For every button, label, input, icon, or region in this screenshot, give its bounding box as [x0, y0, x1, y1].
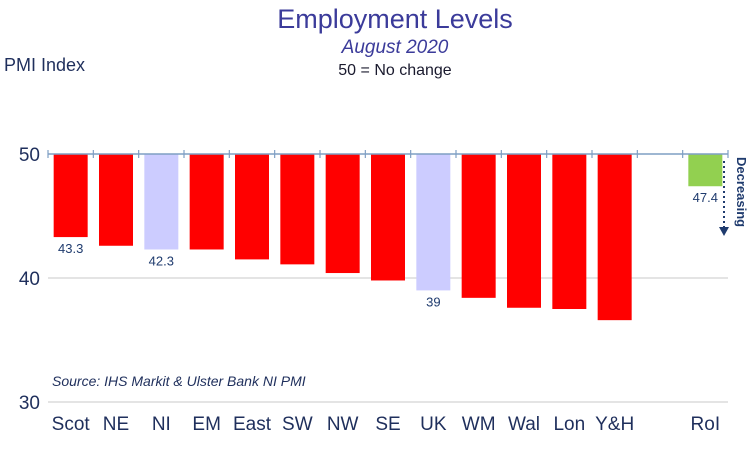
data-label: 42.3 [149, 253, 174, 268]
x-tick-label: RoI [691, 414, 721, 435]
data-label: 39 [426, 294, 440, 309]
bar [552, 154, 587, 309]
bar [371, 154, 405, 281]
chart-subtitle: August 2020 [341, 37, 449, 58]
bar [461, 154, 496, 298]
x-tick-label: Scot [52, 414, 91, 435]
bar [416, 154, 451, 291]
bar [189, 154, 224, 250]
bars [53, 154, 723, 321]
x-tick-label: NI [152, 414, 171, 435]
baseline-axis [47, 150, 729, 158]
bar [53, 154, 88, 238]
bar [507, 154, 541, 308]
x-tick-label: Wal [508, 414, 540, 435]
bar [235, 154, 269, 260]
y-tick-labels: 30 40 50 [19, 145, 40, 414]
chart-title: Employment Levels [277, 4, 513, 34]
x-tick-label: East [233, 414, 272, 435]
bar [280, 154, 315, 265]
y-axis-label: PMI Index [4, 55, 85, 75]
bar [144, 154, 179, 250]
data-labels: 43.3 42.3 39 47.4 [58, 190, 718, 309]
y-tick-label: 30 [19, 393, 40, 414]
x-tick-label: Lon [553, 414, 585, 435]
x-tick-label: EM [192, 414, 221, 435]
x-tick-label: NW [327, 414, 359, 435]
decreasing-label: Decreasing [734, 157, 749, 227]
data-label: 43.3 [58, 241, 83, 256]
x-tick-label: SE [375, 414, 400, 435]
bar [597, 154, 632, 321]
source-note: Source: IHS Markit & Ulster Bank NI PMI [52, 373, 306, 389]
data-label: 47.4 [693, 190, 718, 205]
x-tick-label: WM [462, 414, 496, 435]
bar [325, 154, 360, 274]
x-tick-labels: Scot NE NI EM East SW NW SE UK WM Wal Lon Y&H RoI [52, 414, 720, 435]
y-tick-label: 40 [19, 269, 40, 290]
x-tick-label: Y&H [595, 414, 634, 435]
x-tick-label: NE [103, 414, 129, 435]
chart-note: 50 = No change [338, 62, 452, 79]
bar [688, 154, 723, 187]
y-tick-label: 50 [19, 145, 40, 166]
bar [99, 154, 133, 246]
decreasing-indicator: Decreasing [719, 157, 749, 236]
x-tick-label: UK [420, 414, 447, 435]
down-arrow-icon [719, 227, 729, 236]
x-tick-label: SW [282, 414, 313, 435]
